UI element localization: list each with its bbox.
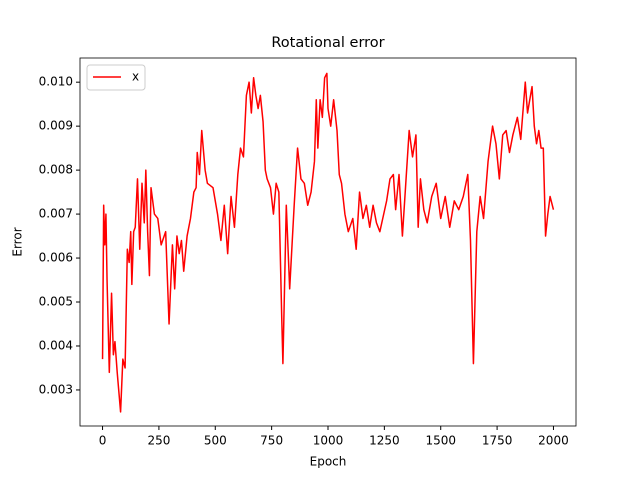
x-tick-label: 0: [99, 434, 107, 448]
y-tick-label: 0.009: [39, 119, 73, 133]
legend-label: x: [132, 70, 139, 84]
y-tick-label: 0.006: [39, 251, 73, 265]
x-axis-label: Epoch: [310, 455, 347, 469]
chart-title: Rotational error: [271, 35, 384, 51]
x-tick-label: 2000: [538, 434, 569, 448]
x-tick-label: 750: [260, 434, 283, 448]
y-tick-label: 0.004: [39, 338, 73, 352]
x-tick-label: 250: [147, 434, 170, 448]
x-tick-label: 1000: [313, 434, 344, 448]
x-tick-label: 1750: [482, 434, 513, 448]
x-tick-label: 500: [204, 434, 227, 448]
y-axis-label: Error: [11, 227, 25, 256]
x-tick-label: 1500: [425, 434, 456, 448]
y-tick-label: 0.005: [39, 295, 73, 309]
y-tick-label: 0.008: [39, 163, 73, 177]
data-line: [101, 72, 555, 413]
plot-frame: [79, 57, 577, 427]
y-tick-label: 0.007: [39, 207, 73, 221]
x-tick-label: 1250: [369, 434, 400, 448]
y-tick-label: 0.003: [39, 382, 73, 396]
y-tick-label: 0.010: [39, 75, 73, 89]
